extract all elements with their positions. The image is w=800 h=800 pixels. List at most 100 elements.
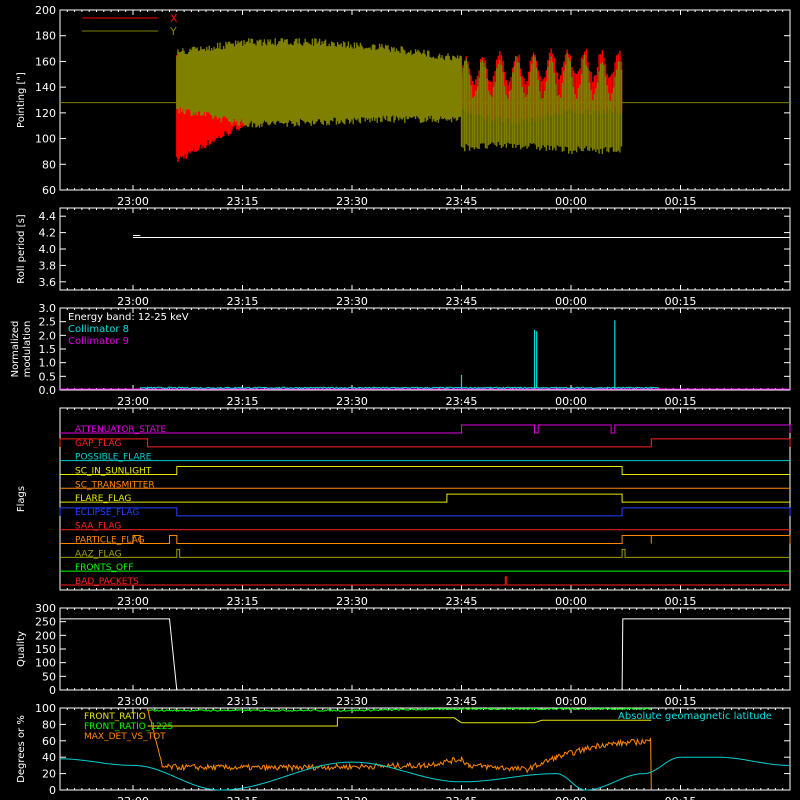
degrees-series-line — [147, 717, 652, 727]
x-tick-label: 23:45 — [446, 395, 478, 408]
y-tick-label: 100 — [35, 702, 56, 715]
x-tick-label: 23:30 — [336, 695, 368, 708]
y-tick-label: 4.2 — [39, 227, 57, 240]
x-tick-label: 00:00 — [555, 795, 587, 800]
y-tick-label: 100 — [35, 657, 56, 670]
flag-label: POSSIBLE_FLARE — [75, 453, 152, 463]
roll-period-panel: 23:00 23:15 23:30 23:45 00:00 00:15 3.6 3.8 4.0 4… — [16, 207, 791, 308]
y-tick-label: 150 — [35, 643, 56, 656]
degrees-panel: 23:00 23:15 23:30 23:45 00:00 00:15 0 20 40 60 80 1… — [16, 702, 791, 800]
pointing-x-ticks: 23:00 23:15 23:30 23:45 00:00 00:15 — [59, 10, 791, 208]
x-tick-label: 23:00 — [117, 395, 149, 408]
degrees-y-ticks: 0 20 40 60 80 100 — [35, 702, 790, 797]
flag-row: ECLIPSE_FLAG — [59, 507, 791, 518]
x-tick-label: 23:30 — [336, 795, 368, 800]
flag-label: ATTENUATOR_STATE — [75, 425, 167, 435]
x-tick-label: 23:00 — [117, 195, 149, 208]
flags-panel: 23:00 23:15 23:30 23:45 00:00 00:15 Flags ATTEN… — [16, 407, 791, 608]
degrees-series-line — [147, 707, 652, 791]
flag-line — [60, 548, 790, 558]
y-tick-label: 0.0 — [39, 384, 57, 397]
modulation-panel: 23:00 23:15 23:30 23:45 00:00 00:150.00.51.01… — [10, 302, 791, 408]
y-tick-label: 80 — [42, 718, 56, 731]
y-tick-label: 50 — [42, 670, 56, 683]
modulation-legend-title: Energy band: 12-25 keV — [68, 312, 189, 323]
x-tick-label: 23:45 — [446, 595, 478, 608]
x-tick-label: 23:00 — [117, 795, 149, 800]
flag-label: FLARE_FLAG — [75, 494, 131, 504]
y-tick-label: 4.0 — [39, 243, 57, 256]
legend-front-ratio-1225: FRONT_RATIO_1225 — [84, 722, 173, 732]
y-tick-label: 3.8 — [39, 259, 57, 272]
x-tick-label: 00:00 — [555, 295, 587, 308]
y-tick-label: 2.5 — [39, 316, 57, 329]
modulation-ylabel: modulation — [22, 321, 33, 378]
legend-max-det-vs-tot: MAX_DET_VS_TOT — [84, 732, 166, 742]
y-tick-label: 80 — [42, 158, 56, 171]
flag-line — [60, 465, 790, 475]
y-tick-label: 20 — [42, 768, 56, 781]
y-tick-label: 3.6 — [39, 276, 57, 289]
flag-line — [60, 493, 790, 503]
legend-collimator-8: Collimator 8 — [68, 324, 129, 335]
flag-row: SC_TRANSMITTER — [60, 480, 790, 490]
quality-ylabel: Quality — [16, 631, 27, 667]
x-tick-label: 23:15 — [227, 295, 259, 308]
x-tick-label: 23:15 — [227, 595, 259, 608]
quality-panel: 23:00 23:15 23:30 23:45 00:00 00:150501001502… — [16, 602, 791, 708]
geomagnetic-latitude-label: Absolute geomagnetic latitude — [618, 711, 772, 722]
x-tick-label: 23:15 — [227, 395, 259, 408]
flag-label: GAP_FLAG — [75, 439, 121, 449]
y-tick-label: 160 — [35, 55, 56, 68]
modulation-x-ticks: 23:00 23:15 23:30 23:45 00:00 00:15 — [59, 308, 791, 408]
x-tick-label: 23:45 — [446, 795, 478, 800]
x-tick-label: 23:30 — [336, 395, 368, 408]
x-tick-label: 23:15 — [227, 795, 259, 800]
modulation-ylabel: Normalized — [10, 321, 21, 378]
roll-period-x-ticks: 23:00 23:15 23:30 23:45 00:00 00:15 — [59, 208, 791, 308]
degrees-series-line — [59, 756, 789, 791]
modulation-y-ticks: 0.00.51.01.52.02.53.0 — [39, 302, 790, 397]
degrees-ylabel: Degrees or % — [16, 715, 27, 783]
legend-label-y: Y — [169, 25, 177, 38]
flag-line — [59, 438, 791, 448]
pointing-ylabel: Pointing ["] — [16, 72, 27, 128]
flag-row: SAA_FLAG — [60, 522, 790, 532]
y-tick-label: 1.0 — [39, 357, 57, 370]
quality-x-ticks: 23:00 23:15 23:30 23:45 00:00 00:15 — [59, 608, 791, 708]
flag-label: SC_TRANSMITTER — [75, 480, 155, 490]
flag-label: PARTICLE_FLAG — [75, 536, 145, 546]
flag-label: ECLIPSE_FLAG — [75, 508, 139, 518]
flag-label: BAD_PACKETS — [75, 577, 139, 587]
pointing-y-ticks: 60 80 100 120 140 160 180 200 — [35, 4, 790, 197]
legend-label-x: X — [170, 12, 178, 25]
y-tick-label: 0 — [49, 784, 56, 797]
y-tick-label: 60 — [42, 184, 56, 197]
flag-row: FLARE_FLAG — [60, 493, 790, 504]
y-tick-label: 200 — [35, 629, 56, 642]
roll-period-y-ticks: 3.6 3.8 4.0 4.2 4.4 — [39, 210, 790, 289]
legend-front-ratio: FRONT_RATIO — [84, 712, 146, 722]
flag-row: SC_IN_SUNLIGHT — [60, 465, 790, 476]
x-tick-label: 23:00 — [117, 695, 149, 708]
x-tick-label: 00:00 — [555, 695, 587, 708]
y-tick-label: 180 — [35, 30, 56, 43]
x-tick-label: 00:00 — [555, 395, 587, 408]
y-tick-label: 3.0 — [39, 302, 57, 315]
y-tick-label: 120 — [35, 107, 56, 120]
y-tick-label: 2.0 — [39, 329, 57, 342]
flag-line — [60, 424, 791, 434]
flag-row: AAZ_FLAG — [60, 548, 790, 559]
x-tick-label: 23:00 — [117, 295, 149, 308]
y-tick-label: 60 — [42, 735, 56, 748]
y-tick-label: 300 — [35, 602, 56, 615]
roll-period-ylabel: Roll period [s] — [16, 214, 27, 283]
x-tick-label: 00:00 — [555, 195, 587, 208]
x-tick-label: 00:15 — [665, 595, 697, 608]
degrees-series-line — [147, 707, 652, 712]
flags-ylabel: Flags — [16, 486, 27, 512]
x-tick-label: 00:15 — [665, 195, 697, 208]
x-tick-label: 23:30 — [336, 295, 368, 308]
